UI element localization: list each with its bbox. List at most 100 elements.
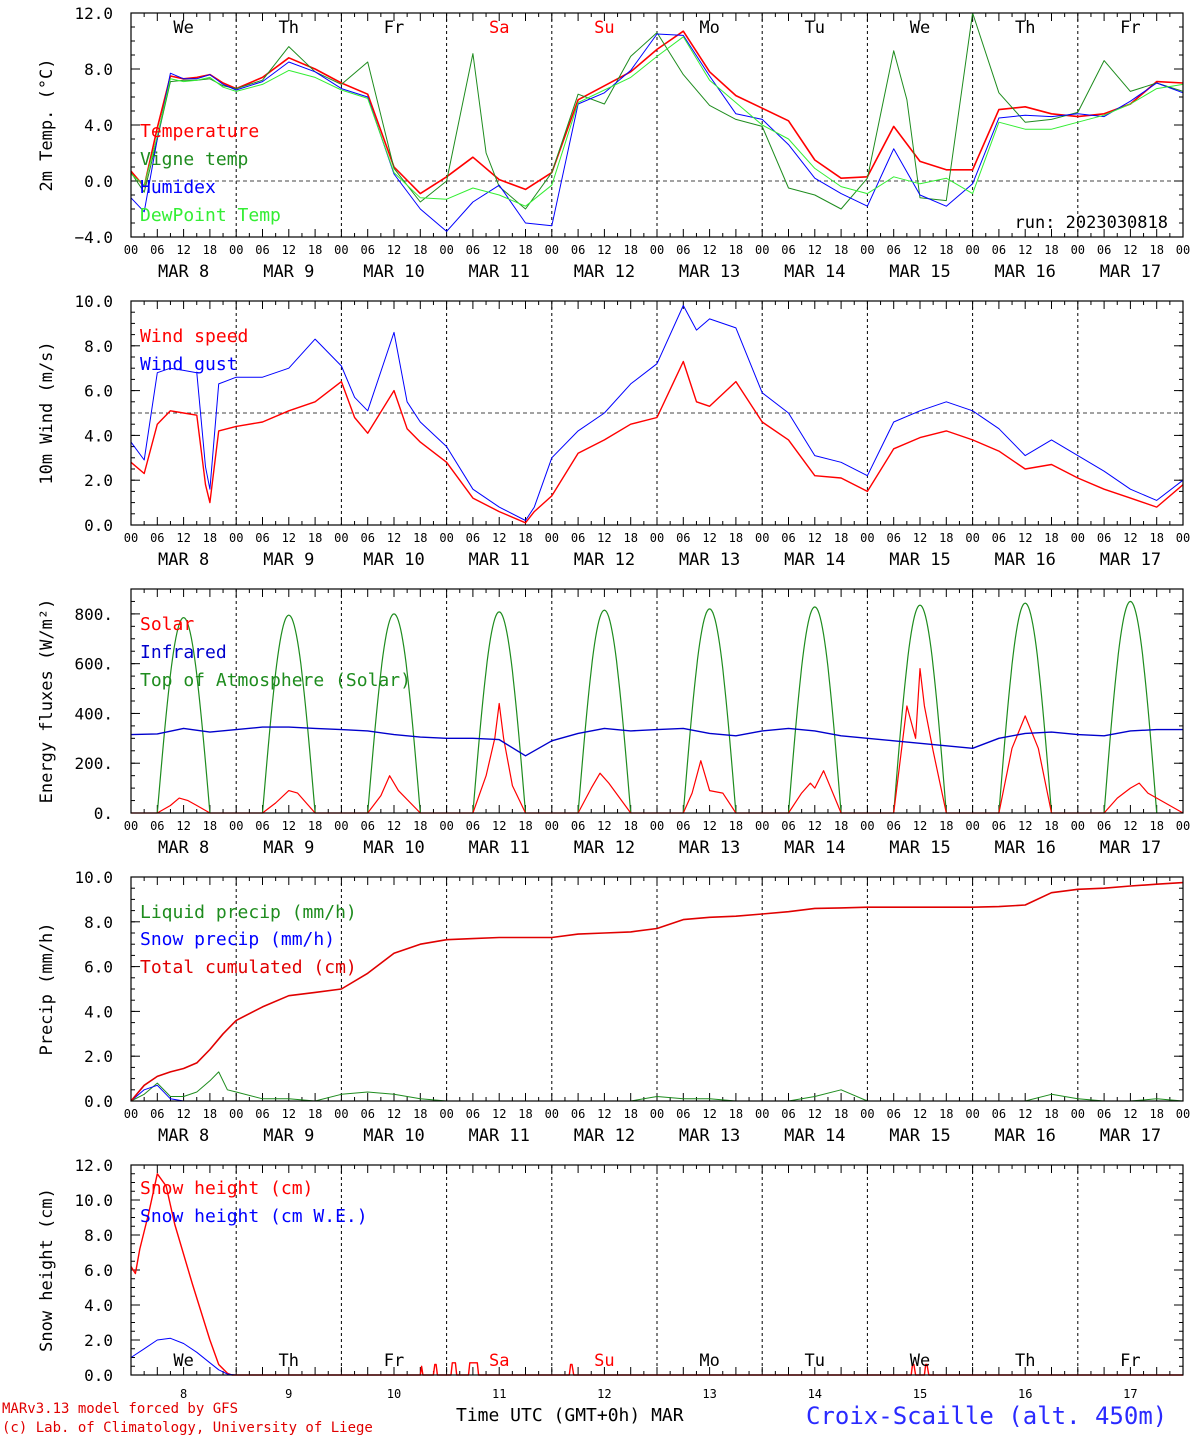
date-label: MAR 16 [994,838,1055,858]
day-name: We [173,18,193,38]
hour-tick-label: 12 [913,819,927,833]
y-tick-label: 0.0 [84,172,113,191]
hour-tick-label: 00 [229,531,243,545]
y-axis-title: 10m Wind (m/s) [37,341,57,484]
date-label: MAR 13 [679,262,740,282]
day-number-label: 8 [180,1387,187,1401]
hour-tick-label: 18 [623,243,637,257]
hour-tick-label: 18 [939,531,953,545]
time-axis-title: Time UTC (GMT+0h) MAR [456,1405,684,1426]
hour-tick-label: 12 [387,819,401,833]
hour-tick-label: 00 [860,819,874,833]
day-number-label: 17 [1123,1387,1137,1401]
y-tick-label: 10.0 [74,292,113,311]
y-tick-label: 0. [94,804,113,823]
hour-tick-label: 00 [439,531,453,545]
hour-tick-label: 18 [413,819,427,833]
hour-tick-label: 18 [623,1107,637,1121]
plot-frame [130,876,1184,1102]
series-line-total-cumulated-cm- [130,881,1184,1102]
legend-label: Wind speed [140,326,248,347]
y-tick-label: 8.0 [84,1226,113,1245]
legend-label: Solar [140,614,194,635]
date-label: MAR 15 [889,550,950,570]
hour-tick-label: 06 [466,243,480,257]
hour-tick-label: 18 [203,1107,217,1121]
hour-tick-label: 12 [808,243,822,257]
hour-tick-label: 18 [413,1107,427,1121]
date-label: MAR 12 [574,262,635,282]
hour-tick-label: 12 [1123,243,1137,257]
hour-tick-label: 12 [176,1107,190,1121]
legend-label: Wind gust [140,354,238,375]
day-name: Tu [805,18,825,38]
hour-tick-label: 00 [334,243,348,257]
hour-tick-label: 12 [492,1107,506,1121]
hour-tick-label: 00 [755,531,769,545]
y-tick-label: 4.0 [84,1002,113,1021]
hour-tick-label: 00 [650,1107,664,1121]
hour-tick-label: 18 [413,243,427,257]
hour-tick-label: 00 [229,243,243,257]
hour-tick-label: 12 [702,819,716,833]
hour-tick-label: 18 [203,819,217,833]
date-label: MAR 16 [994,550,1055,570]
hour-tick-label: 06 [360,1107,374,1121]
hour-tick-label: 06 [571,819,585,833]
hour-tick-label: 00 [860,1107,874,1121]
hour-tick-label: 00 [334,819,348,833]
hour-tick-label: 00 [124,243,138,257]
hour-tick-label: 18 [1149,819,1163,833]
day-name: Mo [699,1351,719,1371]
hour-tick-label: 06 [1097,1107,1111,1121]
hour-tick-label: 18 [518,243,532,257]
y-tick-label: 6.0 [84,382,113,401]
hour-tick-label: 06 [886,243,900,257]
hour-tick-label: 06 [886,1107,900,1121]
hour-tick-label: 12 [913,531,927,545]
hour-tick-label: 12 [808,1107,822,1121]
station-name: Croix-Scaille (alt. 450m) [806,1402,1168,1430]
hour-tick-label: 18 [834,819,848,833]
hour-tick-label: 18 [203,531,217,545]
day-name: Tu [805,1351,825,1371]
date-label: MAR 13 [679,550,740,570]
legend-label: Top of Atmosphere (Solar) [140,670,411,691]
hour-tick-label: 00 [124,531,138,545]
hour-tick-label: 18 [729,243,743,257]
hour-tick-label: 00 [545,1107,559,1121]
date-label: MAR 10 [363,1126,424,1146]
legend-label: Snow height (cm) [140,1178,313,1199]
hour-tick-label: 06 [255,819,269,833]
series-line-wind-speed [130,360,1184,524]
hour-tick-label: 06 [781,531,795,545]
y-axis-title: 2m Temp. (°C) [37,58,57,191]
date-label: MAR 8 [158,262,209,282]
hour-tick-label: 06 [571,1107,585,1121]
hour-tick-label: 00 [439,243,453,257]
run-label: run: 2023030818 [1014,213,1168,233]
hour-tick-label: 06 [571,243,585,257]
hour-tick-label: 18 [834,243,848,257]
hour-tick-label: 06 [676,243,690,257]
date-label: MAR 15 [889,838,950,858]
hour-tick-label: 06 [886,819,900,833]
day-number-label: 12 [597,1387,611,1401]
date-label: MAR 11 [468,1126,529,1146]
hour-tick-label: 18 [729,819,743,833]
hour-tick-label: 06 [676,819,690,833]
date-label: MAR 11 [468,262,529,282]
toa-solar-curve [577,609,632,814]
day-name: Th [279,18,299,38]
hour-tick-label: 12 [597,1107,611,1121]
hour-tick-label: 12 [913,243,927,257]
date-label: MAR 10 [363,838,424,858]
hour-tick-label: 18 [308,531,322,545]
hour-tick-label: 00 [860,243,874,257]
hour-tick-label: 06 [466,819,480,833]
series-line-temperature [130,30,1184,195]
date-label: MAR 17 [1100,262,1161,282]
y-tick-label: 200. [74,754,113,773]
hour-tick-label: 18 [1044,243,1058,257]
hour-tick-label: 00 [545,531,559,545]
